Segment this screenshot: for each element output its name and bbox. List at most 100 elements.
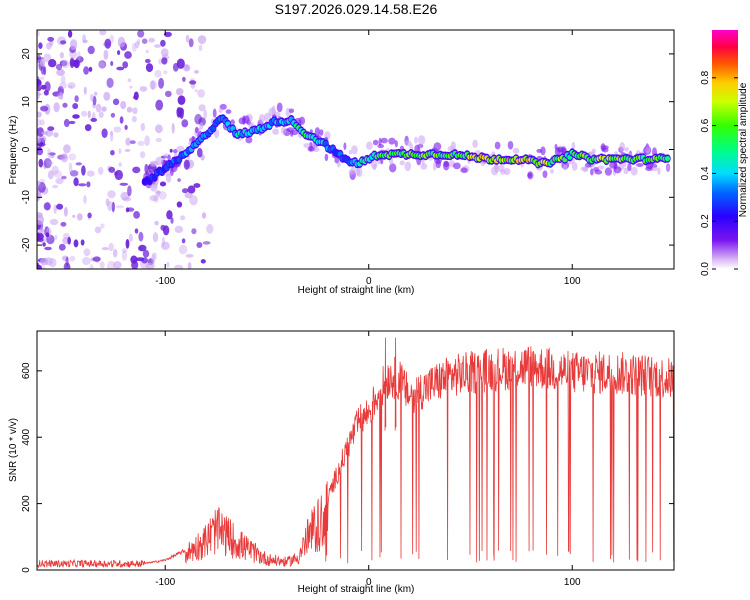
ridge-halo-blob [645, 146, 650, 154]
ridge-halo-blob [420, 163, 428, 170]
noise-blob [174, 264, 184, 269]
noise-blob [140, 122, 145, 132]
noise-blob [125, 137, 131, 146]
noise-blob [155, 137, 162, 143]
noise-blob [206, 224, 214, 234]
noise-blob [138, 231, 144, 242]
noise-blob [59, 81, 67, 89]
ridge-halo-blob [550, 168, 554, 174]
noise-blob [101, 106, 107, 112]
noise-blob [133, 211, 141, 219]
noise-blob [155, 124, 163, 134]
spectrogram-xlabel: Height of straight line (km) [298, 285, 415, 296]
noise-blob [137, 30, 145, 38]
ridge-halo-blob [243, 115, 250, 124]
noise-blob [162, 225, 170, 236]
ridge-halo-blob [245, 136, 253, 144]
ridge-halo-blob [404, 140, 412, 147]
noise-blob [72, 103, 79, 110]
noise-blob [176, 58, 185, 69]
noise-blob [197, 89, 205, 98]
noise-blob [86, 170, 95, 177]
colorbar-gradient [712, 30, 738, 269]
noise-blob [129, 85, 133, 89]
noise-blob [113, 261, 122, 269]
ridge-halo-blob [460, 167, 468, 173]
ridge-halo-blob [388, 137, 396, 145]
noise-blob [161, 57, 168, 65]
noise-blob [37, 233, 41, 242]
noise-blob [92, 95, 97, 106]
noise-blob [175, 88, 184, 96]
snr-series-line [37, 337, 674, 569]
noise-blob [37, 118, 42, 127]
noise-blob [119, 182, 129, 186]
noise-blob [118, 162, 122, 167]
spectrogram-x-tick-label: 100 [564, 276, 581, 287]
noise-blob [48, 160, 54, 165]
colorbar-tick-label: 0.2 [700, 214, 711, 228]
noise-blob [67, 236, 71, 245]
noise-blob [198, 104, 206, 112]
noise-blob [81, 165, 86, 176]
noise-blob [166, 261, 170, 268]
noise-blob [37, 111, 42, 118]
noise-blob [69, 170, 79, 177]
ridge-halo-blob [494, 164, 500, 173]
ridge-halo-blob [212, 108, 217, 118]
noise-blob [188, 38, 194, 48]
colorbar-tick-label: 0.4 [700, 166, 711, 180]
noise-blob [150, 80, 156, 90]
noise-blob [112, 98, 120, 106]
figure-title: S197.2026.029.14.58.E26 [275, 1, 438, 17]
noise-blob [181, 238, 186, 244]
noise-blob [202, 241, 211, 245]
noise-blob [174, 225, 184, 233]
colorbar-label: Normalized spectral amplitude [738, 82, 749, 217]
ridge-halo-blob [571, 141, 576, 150]
ridge-halo-blob [389, 163, 397, 173]
ridge-halo-blob [636, 163, 644, 167]
noise-blob [155, 190, 162, 195]
noise-blob [118, 148, 122, 154]
noise-blob [43, 202, 51, 211]
noise-blob [164, 90, 172, 98]
noise-blob [145, 262, 155, 269]
noise-blob [38, 158, 44, 168]
noise-blob [39, 178, 45, 184]
noise-blob [47, 148, 51, 159]
noise-blob [47, 36, 55, 42]
noise-blob [155, 99, 164, 111]
ridge-halo-blob [194, 126, 199, 134]
noise-blob [37, 30, 40, 37]
ridge-halo-blob [272, 128, 279, 135]
noise-blob [203, 109, 208, 119]
noise-blob [59, 60, 68, 67]
noise-blob [44, 246, 52, 251]
noise-blob [159, 181, 167, 187]
noise-blob [55, 177, 64, 185]
spectrogram-y-tick-label: -20 [21, 237, 32, 252]
noise-blob [60, 40, 67, 45]
noise-blob [177, 178, 181, 182]
noise-blob [149, 80, 158, 90]
ridge-halo-blob [540, 146, 546, 156]
noise-blob [45, 232, 50, 238]
noise-blob [145, 63, 154, 73]
noise-blob [158, 77, 165, 89]
ridge-halo-blob [165, 173, 172, 183]
noise-blob [37, 127, 44, 137]
spectrogram-y-tick-label: -10 [21, 190, 32, 205]
ridge-halo-blob [370, 160, 378, 170]
noise-blob [68, 120, 76, 125]
ridge-halo-blob [348, 150, 353, 155]
noise-blob [98, 111, 104, 118]
noise-blob [185, 34, 190, 43]
colorbar: 0.0 0.2 0.4 0.6 0.8 Normalized spectral ampl… [700, 30, 749, 276]
ridge-halo-blob [399, 160, 405, 166]
noise-blob [181, 119, 189, 128]
ridge-halo-blob [218, 108, 223, 114]
noise-blob [193, 183, 201, 188]
noise-blob [52, 184, 59, 189]
